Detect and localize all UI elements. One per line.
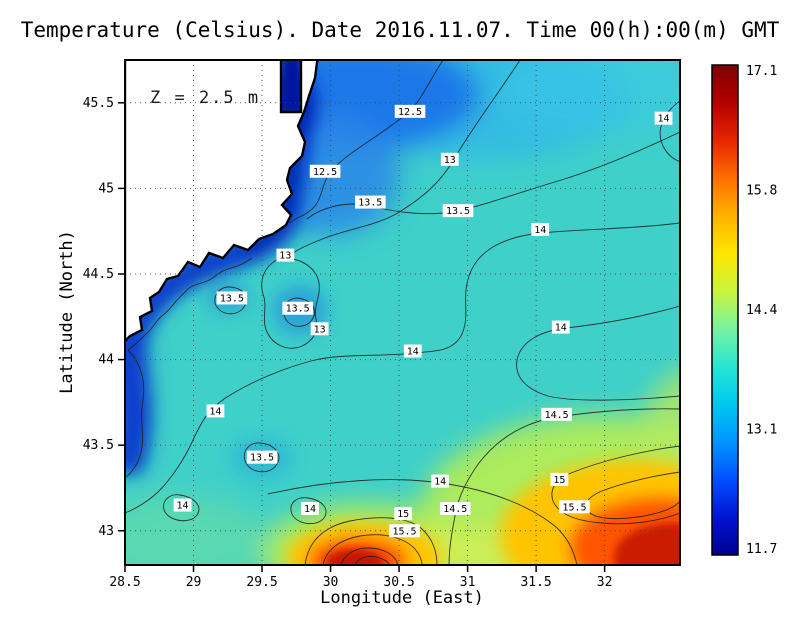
contour-label-box xyxy=(394,104,426,118)
land-coastline xyxy=(125,60,319,343)
contour-label: 13.5 xyxy=(286,304,310,315)
colorbar: 17.1 15.8 14.4 13.1 11.7 xyxy=(711,64,777,557)
colorbar-tick-label: 11.7 xyxy=(746,542,777,557)
contour-label-box xyxy=(354,195,386,209)
contour-label-box xyxy=(439,502,471,516)
contour-label: 14.5 xyxy=(545,410,569,421)
contour-label-box xyxy=(541,407,572,421)
x-tick-label: 30.5 xyxy=(383,575,414,590)
depth-annotation: Z = 2.5 m xyxy=(150,88,260,108)
x-tick-label: 32 xyxy=(597,575,613,590)
contour-label: 14 xyxy=(534,225,546,236)
contour-label: 15.5 xyxy=(562,502,586,513)
contour-label-box xyxy=(550,472,569,486)
colorbar-gradient xyxy=(711,64,739,556)
y-tick-label: 45.5 xyxy=(83,96,114,111)
y-axis-label: Latitude (North) xyxy=(57,230,77,394)
estuary-cold-notch xyxy=(281,60,302,113)
contour-label: 12.5 xyxy=(313,167,337,178)
plot-border xyxy=(124,59,681,566)
contour-label: 13.5 xyxy=(358,198,382,209)
x-axis-label: Longitude (East) xyxy=(320,588,484,608)
contour-label: 14 xyxy=(555,323,567,334)
contour-label-box xyxy=(216,291,248,305)
contour-label-box xyxy=(246,450,278,464)
contour-label: 14 xyxy=(209,406,221,417)
contour-label: 13.5 xyxy=(250,453,274,464)
contour-label-box xyxy=(276,248,295,262)
contour-label-box xyxy=(440,152,459,166)
contour-label: 15 xyxy=(397,509,409,520)
contour-label: 15 xyxy=(553,475,565,486)
contour-label-box xyxy=(282,301,313,315)
contour-label: 15.5 xyxy=(393,526,417,537)
contour-label: 14.5 xyxy=(443,504,467,515)
contour-labels: 12.5 13 14 12.5 13.5 13.5 14 13 13.5 13.5 13 14 14 14… xyxy=(173,104,673,538)
contour-label: 13 xyxy=(314,324,326,335)
contour-label: 12.5 xyxy=(398,107,422,118)
warm-water-region xyxy=(125,371,680,565)
contour-label: 14 xyxy=(304,504,316,515)
contour-label-box xyxy=(394,507,413,521)
chart-title: Temperature (Celsius). Date 2016.11.07. … xyxy=(21,18,780,42)
y-axis-ticks: 43 43.5 44 44.5 45 45.5 xyxy=(83,96,125,539)
y-tick-label: 44 xyxy=(98,353,114,368)
colorbar-tick-label: 13.1 xyxy=(746,423,777,438)
contour-label: 14 xyxy=(434,477,446,488)
contour-label: 14 xyxy=(658,114,670,125)
x-tick-label: 30 xyxy=(323,575,339,590)
x-tick-label: 28.5 xyxy=(109,575,140,590)
contour-label-box xyxy=(654,111,673,125)
x-tick-label: 29.5 xyxy=(246,575,277,590)
x-tick-label: 31 xyxy=(460,575,476,590)
contour-label-box xyxy=(301,502,319,516)
contour-label-box xyxy=(309,164,341,178)
contour-label-box xyxy=(431,474,450,488)
contour-label-box xyxy=(310,322,329,336)
grid-lines xyxy=(125,60,680,565)
temperature-field xyxy=(125,60,680,565)
x-axis-ticks: 28.5 29 29.5 30 30.5 31 31.5 32 xyxy=(109,565,612,590)
contour-label-box xyxy=(442,204,474,218)
contour-label: 13 xyxy=(279,251,291,262)
x-tick-label: 29 xyxy=(186,575,202,590)
contour-label-box xyxy=(389,524,420,538)
y-tick-label: 43.5 xyxy=(83,438,114,453)
y-tick-label: 43 xyxy=(98,524,114,539)
contour-label-box xyxy=(173,498,192,512)
colorbar-tick-label: 15.8 xyxy=(746,184,777,199)
contour-label-box xyxy=(403,344,422,358)
colorbar-tick-label: 14.4 xyxy=(746,303,777,318)
y-tick-label: 45 xyxy=(98,181,114,196)
contour-label-box xyxy=(551,320,570,334)
contour-label: 14 xyxy=(407,347,419,358)
contour-label: 14 xyxy=(177,501,189,512)
contour-label-box xyxy=(559,500,590,514)
y-tick-label: 44.5 xyxy=(83,267,114,282)
x-tick-label: 31.5 xyxy=(520,575,551,590)
contour-label-box xyxy=(531,222,550,236)
contour-label: 13.5 xyxy=(446,206,470,217)
colorbar-labels: 17.1 15.8 14.4 13.1 11.7 xyxy=(746,64,777,557)
colorbar-tick-label: 17.1 xyxy=(746,64,777,79)
contour-label: 13.5 xyxy=(220,293,244,304)
contour-label: 13 xyxy=(444,155,456,166)
contour-label-box xyxy=(206,404,225,418)
